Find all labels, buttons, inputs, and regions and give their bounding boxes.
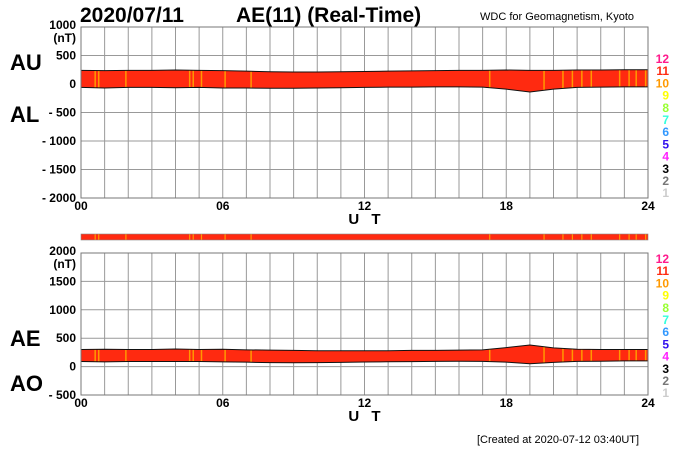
y-tick-label: 0 — [69, 77, 76, 91]
level-legend-6: 6 — [662, 125, 669, 139]
x-tick-label: 18 — [500, 396, 514, 410]
y-tick-label: 2000 — [49, 244, 76, 258]
label-au: AU — [10, 50, 42, 75]
level-strip-frame — [80, 233, 649, 241]
level-legend-1: 1 — [662, 186, 669, 200]
plot-frame — [80, 252, 649, 396]
series-line-al — [80, 86, 648, 93]
x-tick-label: 06 — [216, 396, 230, 410]
y-tick-label: 1500 — [49, 274, 76, 288]
y-tick-label: 500 — [56, 331, 76, 345]
level-legend-12: 12 — [656, 52, 670, 66]
y-unit-label: (nT) — [53, 257, 76, 271]
x-tick-label: 24 — [641, 199, 655, 213]
y-unit-label: (nT) — [53, 31, 76, 45]
label-ao: AO — [10, 371, 43, 396]
title-date: 2020/07/11 — [80, 4, 184, 27]
level-legend-11: 11 — [656, 64, 669, 78]
y-tick-label: - 500 — [49, 388, 77, 402]
y-tick-label: 1000 — [49, 303, 76, 317]
level-legend-8: 8 — [662, 101, 669, 115]
level-strip — [81, 234, 648, 240]
level-legend-3: 3 — [662, 162, 669, 176]
plot-frame — [80, 26, 649, 199]
level-legend-5: 5 — [662, 337, 669, 351]
band-fill — [81, 69, 648, 92]
x-tick-label: 12 — [358, 396, 372, 410]
level-legend-2: 2 — [662, 374, 669, 388]
level-legend-11: 11 — [656, 264, 669, 278]
y-tick-label: - 500 — [49, 106, 77, 120]
institution: WDC for Geomagnetism, Kyoto — [480, 11, 634, 23]
x-tick-label: 24 — [641, 396, 655, 410]
level-legend-10: 10 — [656, 276, 670, 290]
y-tick-label: - 2000 — [42, 191, 76, 205]
level-legend-1: 1 — [662, 386, 669, 400]
level-legend-7: 7 — [662, 313, 669, 327]
level-legend-9: 9 — [662, 289, 669, 303]
x-tick-label: 00 — [74, 199, 88, 213]
series-line-au — [80, 69, 648, 73]
x-tick-label: 00 — [74, 396, 88, 410]
y-tick-label: 500 — [56, 49, 76, 63]
level-legend-6: 6 — [662, 325, 669, 339]
x-axis-label: U T — [348, 408, 384, 425]
level-legend-4: 4 — [662, 150, 669, 164]
title-index: AE(11) (Real-Time) — [236, 4, 421, 27]
y-tick-label: 0 — [69, 360, 76, 374]
level-legend-7: 7 — [662, 113, 669, 127]
level-legend-2: 2 — [662, 174, 669, 188]
level-legend-5: 5 — [662, 137, 669, 151]
level-legend-12: 12 — [656, 252, 670, 266]
y-tick-label: 1000 — [49, 18, 76, 32]
level-legend-9: 9 — [662, 89, 669, 103]
created-stamp: [Created at 2020-07-12 03:40UT] — [477, 434, 639, 446]
level-legend-8: 8 — [662, 301, 669, 315]
series-line-ae — [80, 344, 648, 352]
label-ae: AE — [10, 326, 41, 351]
y-tick-label: - 1000 — [42, 134, 76, 148]
series-line-ao — [80, 360, 648, 365]
x-axis-label: U T — [348, 211, 384, 228]
y-tick-label: - 1500 — [42, 163, 76, 177]
x-tick-label: 06 — [216, 199, 230, 213]
label-al: AL — [10, 102, 39, 127]
x-tick-label: 18 — [500, 199, 514, 213]
level-legend-3: 3 — [662, 362, 669, 376]
level-legend-10: 10 — [656, 76, 670, 90]
level-legend-4: 4 — [662, 350, 669, 364]
x-tick-label: 12 — [358, 199, 372, 213]
